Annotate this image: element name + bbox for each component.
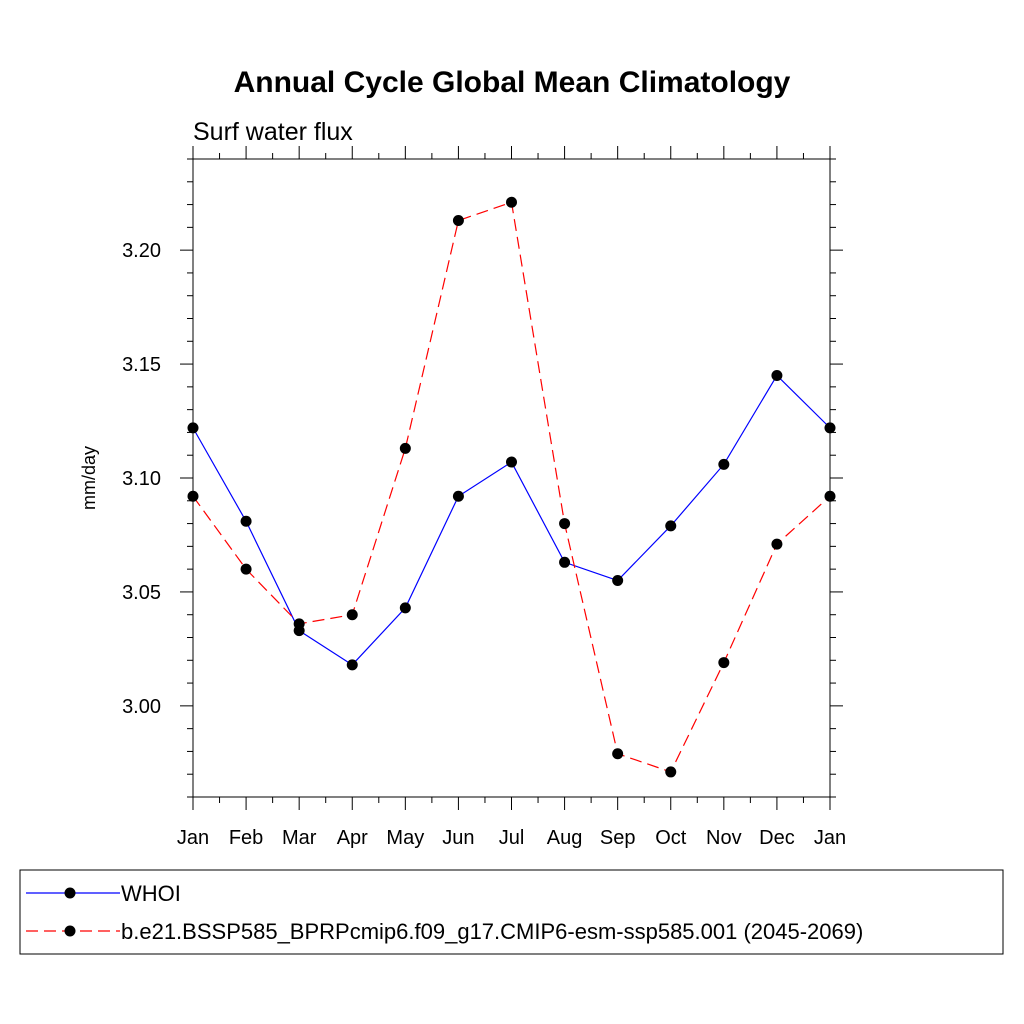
legend-marker-1 [64, 887, 76, 899]
y-tick-label: 3.10 [122, 468, 161, 490]
series-2-point [612, 748, 624, 760]
series-line-1 [192, 374, 831, 666]
legend-label-2: b.e21.BSSP585_BPRPcmip6.f09_g17.CMIP6-es… [121, 919, 863, 944]
series-1-point [665, 520, 677, 532]
x-tick-label: Jan [814, 827, 846, 849]
series-1-point [399, 602, 411, 614]
series-2-point [346, 609, 358, 621]
x-tick-label: Jun [442, 827, 474, 849]
legend-marker-2 [64, 925, 76, 937]
x-tick-label: Apr [337, 827, 368, 849]
x-tick-label: May [386, 827, 424, 849]
series-1-point [506, 456, 517, 468]
series-1-point [187, 422, 199, 434]
plot-frame [192, 158, 831, 798]
series-2-point [718, 657, 730, 669]
plot-area: Jan Feb Mar Apr May Jun Jul Aug Sep Oct Nov Dec Jan 3… [122, 146, 846, 849]
y-axis-label: mm/day [79, 446, 99, 510]
series-2-point [506, 196, 517, 208]
y-tick-label: 3.15 [122, 354, 161, 376]
series-1-point [771, 369, 783, 381]
x-tick-label: Nov [706, 827, 742, 849]
y-tick-label: 3.05 [122, 582, 161, 604]
y-tick-label: 3.00 [122, 696, 161, 718]
x-tick-label: Mar [282, 827, 317, 849]
series-1-point [346, 659, 358, 671]
x-tick-label: Jan [177, 827, 209, 849]
legend-box [19, 869, 1004, 955]
series-1-point [824, 422, 836, 434]
series-2-point [399, 442, 411, 454]
series-1-point [240, 515, 252, 527]
series-2-point [293, 618, 305, 630]
chart-title: Annual Cycle Global Mean Climatology [234, 66, 791, 99]
series-2-point [665, 766, 677, 778]
series-1-point [718, 458, 730, 470]
series-1-point [612, 575, 624, 587]
x-tick-label: Oct [655, 827, 687, 849]
series-2-point [452, 215, 464, 227]
series-2-point [559, 518, 571, 530]
series-1-point [559, 556, 571, 568]
legend-label-1: WHOI [121, 881, 181, 906]
series-2-point [187, 490, 199, 502]
x-tick-label: Feb [229, 827, 263, 849]
series-2-point [771, 538, 783, 550]
x-tick-label: Aug [547, 827, 583, 849]
series-2-point [824, 490, 836, 502]
x-tick-label: Sep [600, 827, 636, 849]
series-line-2 [192, 201, 831, 773]
x-tick-label: Dec [759, 827, 795, 849]
series-1-point [452, 490, 464, 502]
legend: WHOI b.e21.BSSP585_BPRPcmip6.f09_g17.CMIP… [19, 869, 1004, 955]
x-tick-label: Jul [499, 827, 525, 849]
chart-subtitle: Surf water flux [193, 118, 353, 146]
y-tick-label: 3.20 [122, 240, 161, 262]
series-2-point [240, 563, 252, 575]
